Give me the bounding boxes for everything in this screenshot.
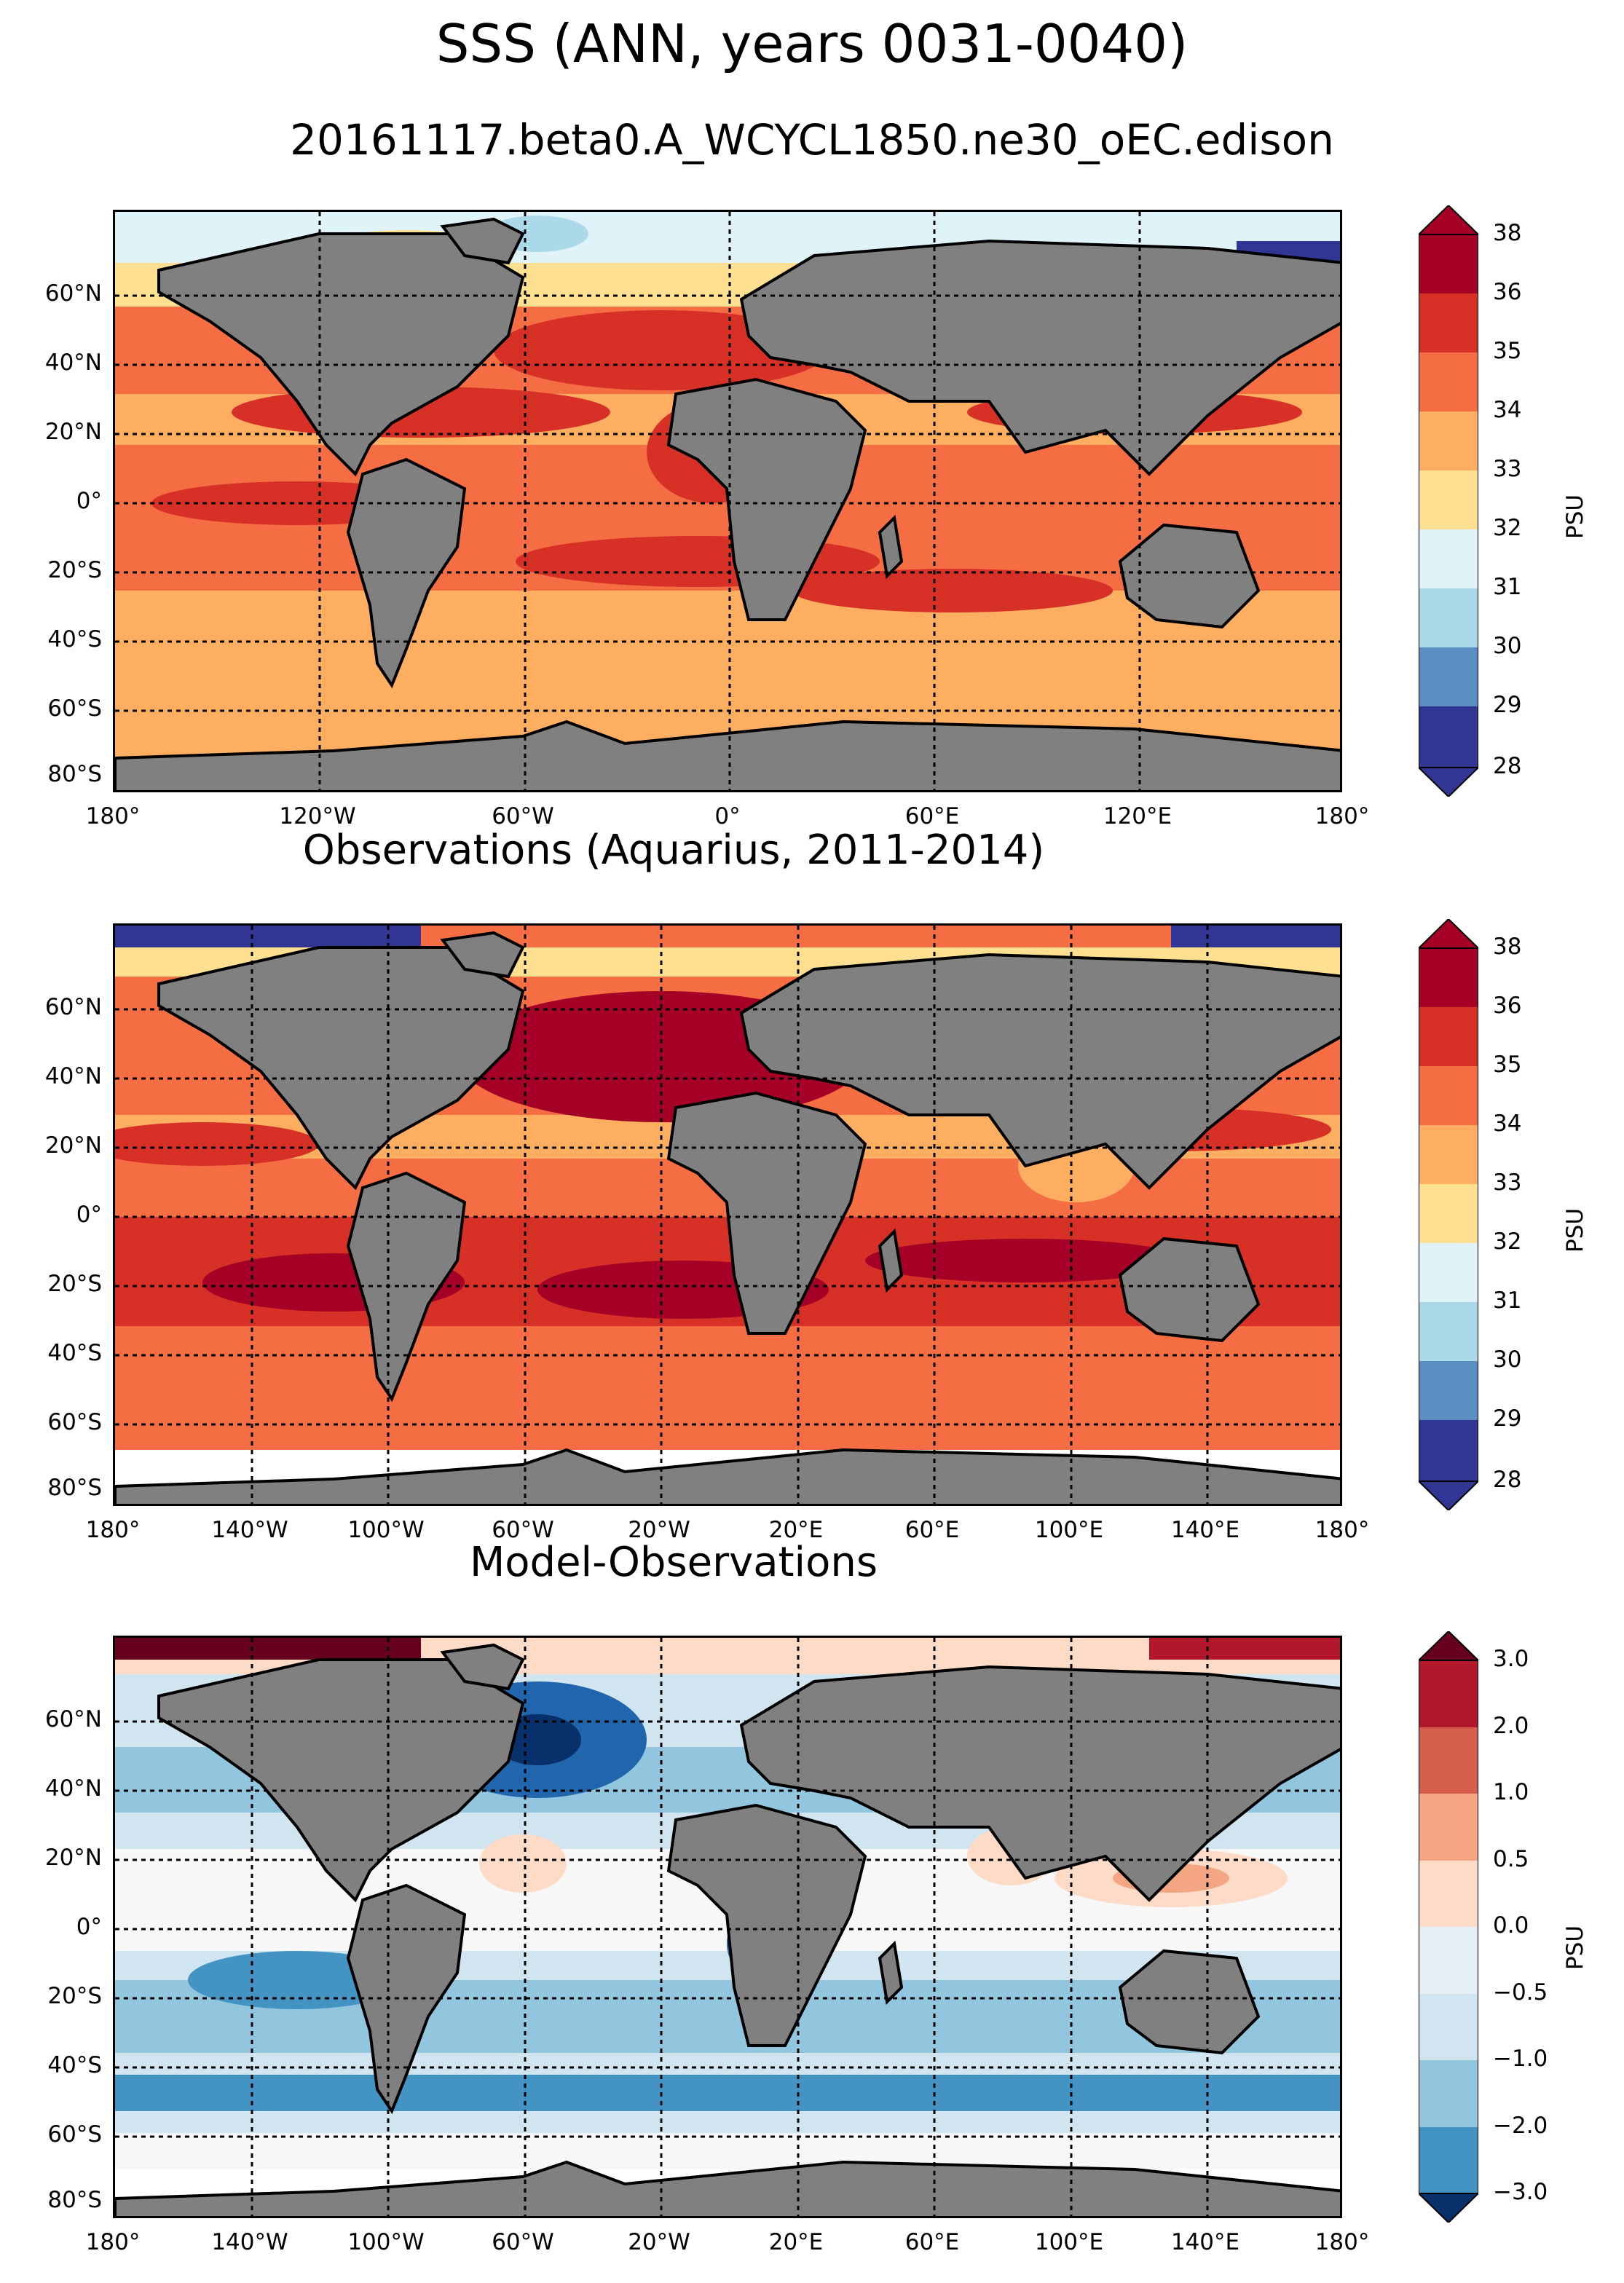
lat-tick: 20°S (47, 1983, 102, 2009)
lat-tick: 80°S (47, 1475, 102, 1501)
lat-tick: 20°N (44, 419, 102, 445)
lon-tick: 180° (85, 803, 141, 829)
lat-tick: 60°S (47, 695, 102, 722)
diff-sss-map-svg (115, 1638, 1340, 2216)
cbar-tick: −2.0 (1493, 2113, 1548, 2139)
model-sss-map (113, 210, 1342, 792)
lon-tick: 20°E (768, 2229, 824, 2255)
cbar-tick: 33 (1493, 1170, 1522, 1196)
obs-sss-map (113, 923, 1342, 1506)
cbar-tick: 28 (1493, 1467, 1522, 1493)
land-polygons-1 (115, 217, 1340, 790)
cbar-tick: 2.0 (1493, 1713, 1529, 1739)
lon-tick: 180° (85, 2229, 141, 2255)
cbar-tick: −3.0 (1493, 2179, 1548, 2205)
cbar-tick: 34 (1493, 1111, 1522, 1137)
cbar-tick: 0.5 (1493, 1846, 1529, 1872)
cbar-tick: 36 (1493, 279, 1522, 305)
lat-tick: 80°S (47, 2187, 102, 2213)
cbar-tick: 36 (1493, 993, 1522, 1019)
lat-tick: 60°S (47, 1409, 102, 1435)
lon-tick: 100°E (1034, 2229, 1104, 2255)
cbar-tick: 29 (1493, 692, 1522, 718)
cbar-label: PSU (1562, 1207, 1588, 1253)
cbar-tick: 31 (1493, 1288, 1522, 1314)
cbar-tick: 29 (1493, 1405, 1522, 1432)
cbar-tick: 32 (1493, 1229, 1522, 1255)
lon-tick: 60°W (492, 2229, 554, 2255)
lat-tick: 40°N (44, 1063, 102, 1089)
colorbar-sss-1 (1419, 205, 1478, 797)
cbar-tick: 34 (1493, 397, 1522, 423)
lat-tick: 40°N (44, 350, 102, 376)
lat-tick: 20°N (44, 1132, 102, 1159)
lon-tick: 100°E (1034, 1517, 1104, 1543)
lon-tick: 0° (714, 803, 741, 829)
cbar-label: PSU (1562, 494, 1588, 539)
obs-sss-map-svg (115, 926, 1340, 1504)
diff-sss-map (113, 1636, 1342, 2218)
lat-tick: 40°S (47, 1340, 102, 1366)
lon-tick: 120°W (279, 803, 356, 829)
cbar-tick: 32 (1493, 515, 1522, 541)
lon-tick: 140°W (211, 2229, 288, 2255)
lon-tick: 60°W (492, 803, 554, 829)
lat-tick: 60°N (44, 1706, 102, 1732)
land-polygons-2 (115, 931, 1340, 1504)
cbar-tick: −0.5 (1493, 1979, 1548, 2006)
lon-tick: 60°E (904, 1517, 960, 1543)
lat-tick: 40°S (47, 2052, 102, 2078)
lat-tick: 0° (76, 1914, 102, 1940)
lon-tick: 20°W (628, 2229, 690, 2255)
lat-tick: 60°S (47, 2121, 102, 2148)
cbar-tick: 35 (1493, 338, 1522, 364)
cbar-tick: 30 (1493, 1346, 1522, 1373)
lon-tick: 140°E (1170, 1517, 1240, 1543)
lat-tick: 80°S (47, 761, 102, 787)
lat-tick: 20°N (44, 1845, 102, 1871)
lon-tick: 100°W (347, 1517, 425, 1543)
lon-tick: 120°E (1103, 803, 1172, 829)
lon-tick: 20°E (768, 1517, 824, 1543)
lon-tick: 60°W (492, 1517, 554, 1543)
cbar-tick: 38 (1493, 934, 1522, 960)
cbar-tick: 30 (1493, 633, 1522, 659)
cbar-label: PSU (1562, 1925, 1588, 1970)
figure-title: SSS (ANN, years 0031-0040) (435, 13, 1189, 74)
lon-tick: 20°W (628, 1517, 690, 1543)
cbar-tick: 35 (1493, 1052, 1522, 1078)
lon-tick: 180° (1314, 2229, 1370, 2255)
cbar-tick: 31 (1493, 574, 1522, 600)
colorbar-diff (1419, 1631, 1478, 2223)
lon-tick: 140°W (211, 1517, 288, 1543)
cbar-tick: 38 (1493, 220, 1522, 246)
lon-tick: 100°W (347, 2229, 425, 2255)
panel-title-observations: Observations (Aquarius, 2011-2014) (302, 827, 1045, 874)
cbar-tick: −1.0 (1493, 2046, 1548, 2072)
panel-title-difference: Model-Observations (469, 1539, 878, 1586)
cbar-tick: 28 (1493, 753, 1522, 779)
cbar-tick: 33 (1493, 456, 1522, 482)
cbar-tick: 1.0 (1493, 1779, 1529, 1805)
lon-tick: 60°E (904, 2229, 960, 2255)
figure-subtitle: 20161117.beta0.A_WCYCL1850.ne30_oEC.edis… (290, 115, 1334, 165)
lat-tick: 60°N (44, 994, 102, 1020)
lon-tick: 140°E (1170, 2229, 1240, 2255)
lat-tick: 20°S (47, 557, 102, 583)
lat-tick: 60°N (44, 280, 102, 307)
model-sss-map-svg (115, 212, 1340, 790)
lat-tick: 0° (76, 488, 102, 514)
lat-tick: 40°S (47, 626, 102, 652)
lon-tick: 180° (1314, 1517, 1370, 1543)
lat-tick: 40°N (44, 1775, 102, 1802)
lat-tick: 20°S (47, 1271, 102, 1297)
lon-tick: 180° (85, 1517, 141, 1543)
lat-tick: 0° (76, 1202, 102, 1228)
cbar-tick: 3.0 (1493, 1646, 1529, 1672)
cbar-tick: 0.0 (1493, 1912, 1529, 1939)
colorbar-sss-2 (1419, 919, 1478, 1510)
lon-tick: 180° (1314, 803, 1370, 829)
lon-tick: 60°E (904, 803, 960, 829)
